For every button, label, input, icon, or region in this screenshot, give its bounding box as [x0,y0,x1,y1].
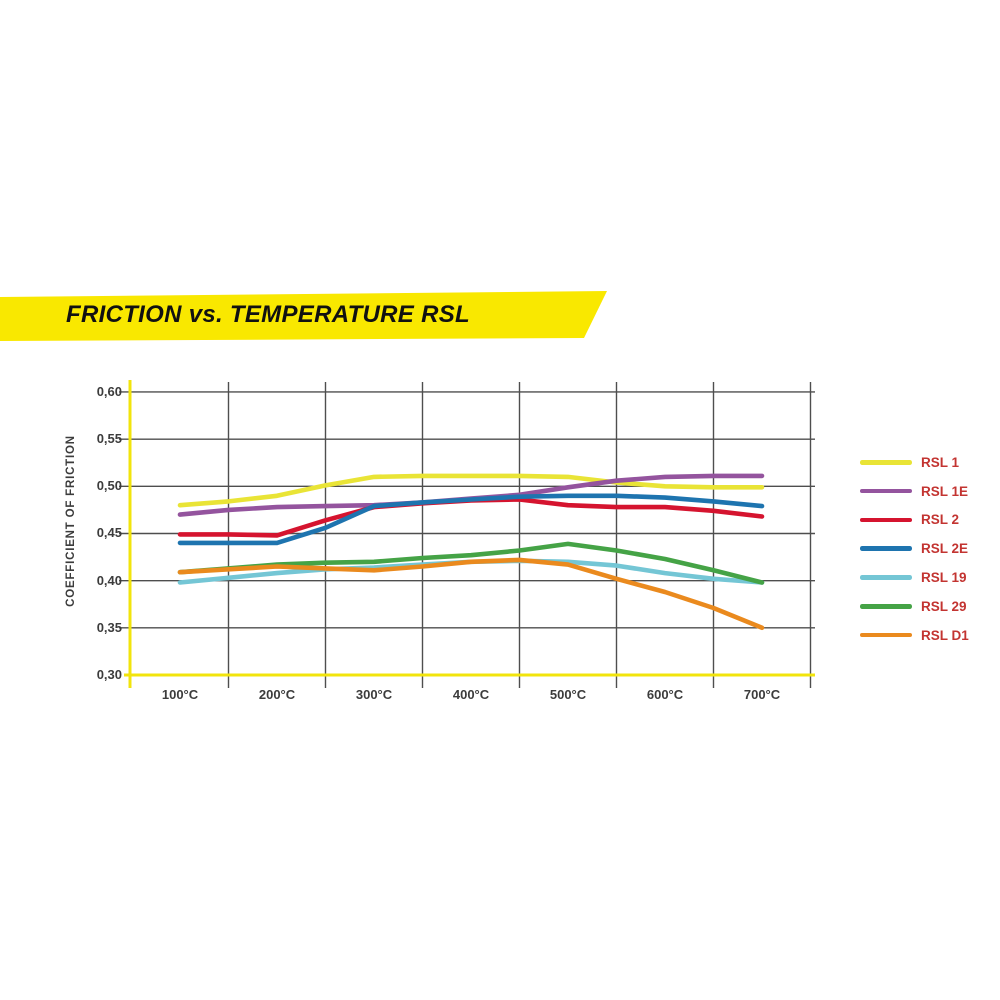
y-tick-label: 0,30 [96,667,122,682]
y-tick-label: 0,40 [96,572,122,588]
legend-label: RSL 2 [921,512,960,528]
y-tick-label: 0,50 [96,478,122,494]
legend-item-rsl-19: RSL 19 [860,563,969,592]
chart-title: FRICTION vs. TEMPERATURE RSL [66,301,470,328]
x-tick-label: 100°C [161,687,199,702]
x-tick-label: 700°C [743,687,781,702]
legend-swatch [860,575,912,580]
series-line-rsl-d1 [177,557,765,631]
legend-swatch [860,517,912,523]
legend-item-rsl-d1: RSL D1 [860,621,969,650]
y-axis-title: COEFFICIENT OF FRICTION [65,435,77,607]
x-tick-label: 200°C [258,687,296,702]
legend-label: RSL 1 [921,454,960,470]
chart-legend: RSL 1 RSL 1E RSL 2 RSL 2E RSL 19 RSL 29 RSL D1 [860,448,969,650]
series-line-rsl-2 [177,497,765,538]
x-tick-label: 400°C [452,687,490,702]
x-tick-label: 600°C [646,687,684,702]
legend-swatch [860,546,912,552]
legend-swatch [860,632,912,638]
series-line-rsl-1 [177,473,765,508]
legend-item-rsl-1e: RSL 1E [860,477,969,506]
legend-swatch [860,460,912,465]
series-line-rsl-2e [177,493,765,546]
x-tick-label: 500°C [549,687,587,702]
y-tick-label: 0,45 [96,525,122,541]
y-tick-label: 0,35 [96,619,122,635]
legend-item-rsl-29: RSL 29 [860,592,969,621]
y-tick-label: 0,60 [96,383,122,399]
legend-item-rsl-2e: RSL 2E [860,534,969,563]
legend-label: RSL D1 [921,627,969,643]
legend-swatch [860,488,912,494]
legend-label: RSL 1E [921,483,969,499]
legend-label: RSL 2E [921,541,969,557]
y-tick-label: 0,55 [96,431,122,447]
legend-label: RSL 29 [921,598,967,614]
legend-item-rsl-2: RSL 2 [860,506,969,535]
chart-title-banner: FRICTION vs. TEMPERATURE RSL [0,291,607,341]
legend-item-rsl-1: RSL 1 [860,448,969,477]
legend-swatch [860,604,912,609]
x-tick-label: 300°C [355,687,393,702]
legend-label: RSL 19 [921,570,967,586]
